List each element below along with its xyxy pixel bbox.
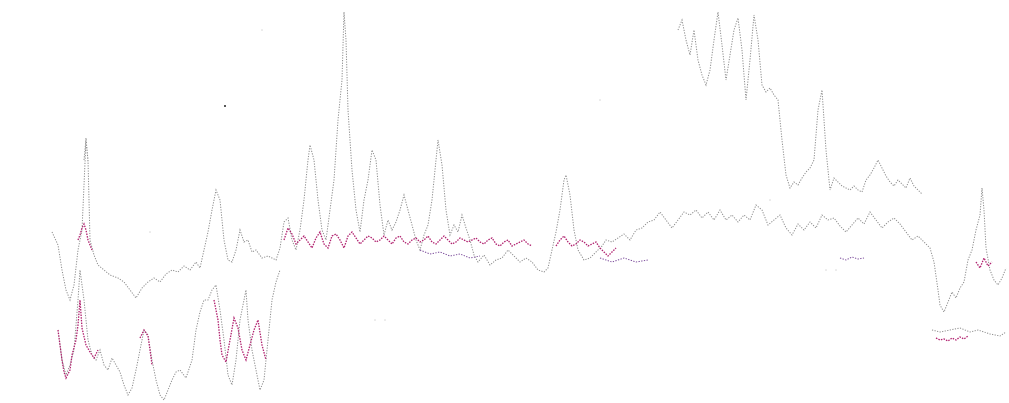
magenta-trace-left-3 [213,299,267,364]
violet-trace-2 [599,257,649,263]
violet-trace-1 [419,249,481,259]
magenta-trace-right [935,335,969,342]
upper-gray-trace [51,11,1007,314]
violet-trace-3 [839,256,865,261]
faint-artifacts [149,29,837,321]
right-lower-fragment [931,327,1007,337]
magenta-trace-right-2 [975,256,993,270]
magenta-trace-middle-2 [555,234,617,257]
magenta-trace-left-2 [139,328,153,366]
magenta-trace-left-4 [77,222,93,251]
magenta-trace-middle [283,226,533,250]
dust-speck [224,105,226,107]
upper-right-gray-trace [677,11,923,195]
lower-gray-trace [57,269,281,401]
magenta-trace-left [57,299,99,380]
